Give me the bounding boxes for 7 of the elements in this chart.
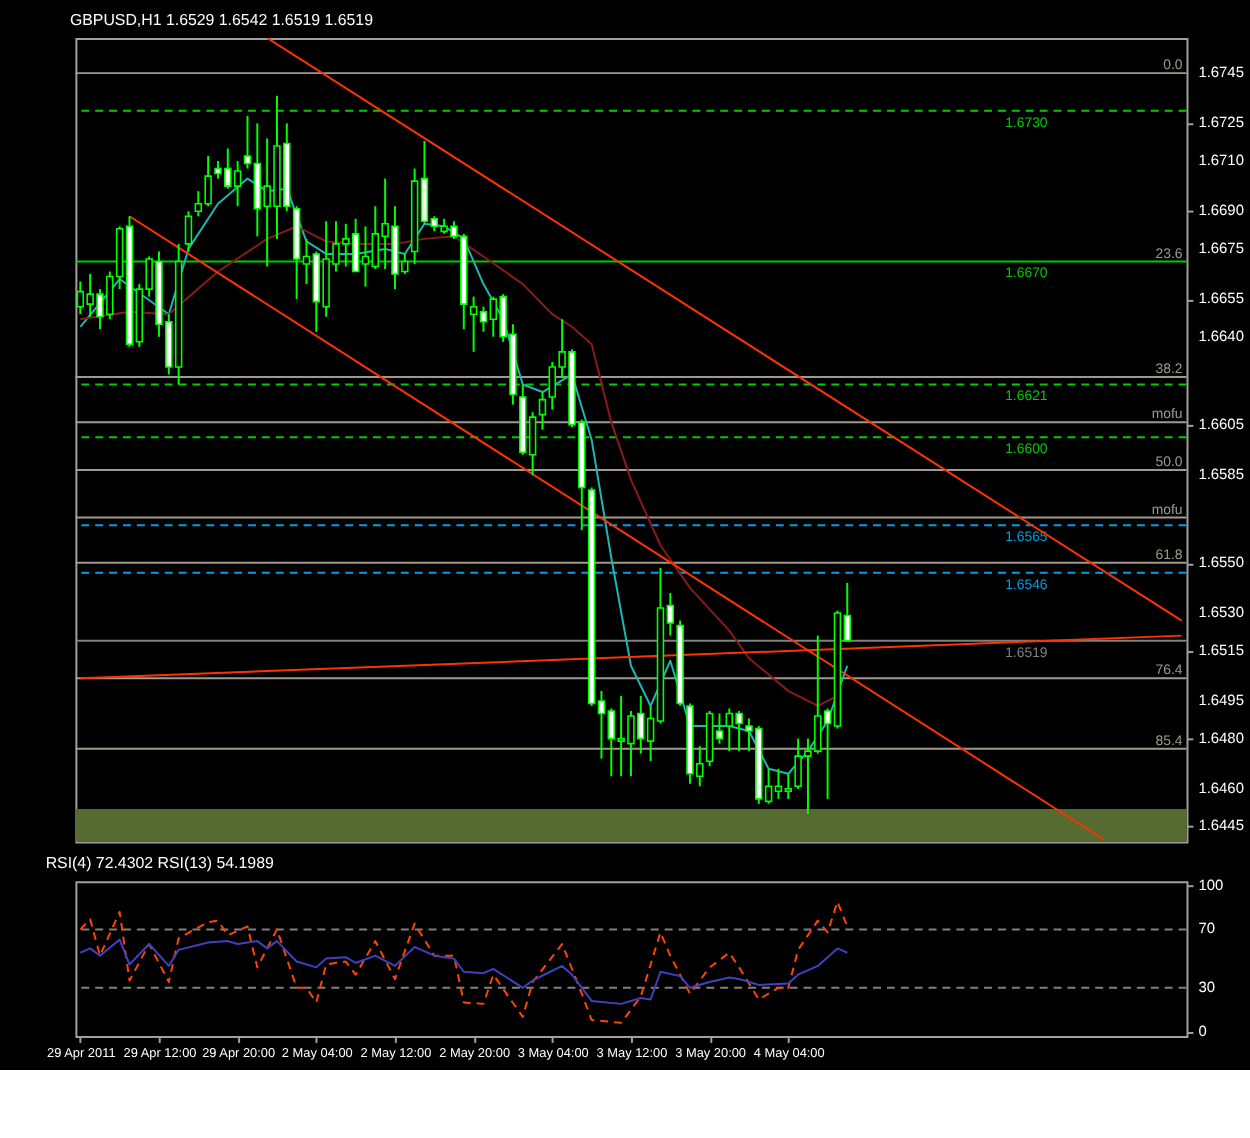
line-series <box>79 938 849 1005</box>
candlestick <box>184 210 193 253</box>
candlestick <box>538 391 547 431</box>
line-series <box>79 900 849 1024</box>
line-series <box>79 225 839 707</box>
chart-title: RSI(4) 72.4302 RSI(13) 54.1989 <box>45 853 275 872</box>
chart-title: GBPUSD,H1 1.6529 1.6542 1.6519 1.6519 <box>69 10 375 29</box>
